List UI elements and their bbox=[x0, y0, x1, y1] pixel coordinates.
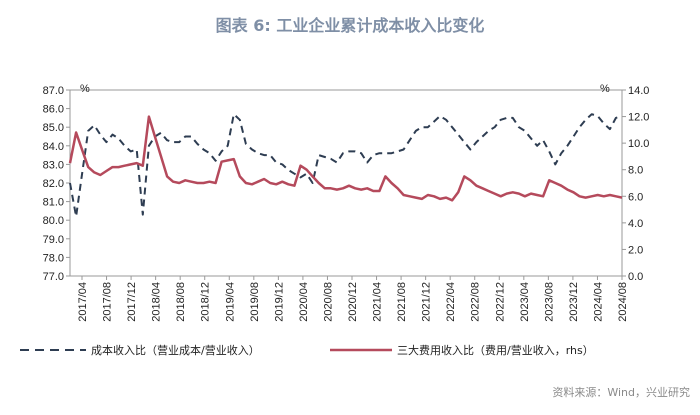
left-y-tick-label: 81.0 bbox=[43, 197, 64, 209]
right-y-tick-label: 12.0 bbox=[628, 112, 649, 124]
left-y-tick-label: 83.0 bbox=[43, 159, 64, 171]
x-tick-label: 2024/08 bbox=[617, 282, 629, 322]
left-y-tick-label: 85.0 bbox=[43, 122, 64, 134]
left-y-tick-label: 84.0 bbox=[43, 141, 64, 153]
right-y-tick-label: 6.0 bbox=[628, 191, 643, 203]
left-y-tick-label: 87.0 bbox=[43, 85, 64, 97]
x-tick-label: 2022/12 bbox=[494, 282, 506, 322]
right-y-tick-label: 0.0 bbox=[628, 271, 643, 283]
x-axis: 2017/04 2017/08 2017/12 2018/04 2018/08 2018/… bbox=[77, 276, 629, 322]
legend-label-expense-ratio: 三大费用收入比（费用/营业收入，rhs） bbox=[397, 343, 594, 357]
left-y-tick-label: 80.0 bbox=[43, 215, 64, 227]
series-layer bbox=[68, 113, 623, 218]
series-line-cost-ratio bbox=[69, 113, 623, 218]
x-tick-label: 2018/08 bbox=[175, 282, 187, 322]
left-axis-unit: % bbox=[80, 83, 90, 95]
x-tick-label: 2022/04 bbox=[445, 282, 457, 322]
x-tick-label: 2020/04 bbox=[298, 282, 310, 322]
left-y-tick-label: 82.0 bbox=[43, 178, 64, 190]
x-tick-label: 2021/08 bbox=[396, 282, 408, 322]
chart-title: 图表 6: 工业企业累计成本收入比变化 bbox=[215, 16, 485, 35]
x-tick-label: 2018/12 bbox=[200, 282, 212, 322]
right-y-tick-label: 4.0 bbox=[628, 218, 643, 230]
x-tick-label: 2021/04 bbox=[372, 282, 384, 322]
legend-label-cost-ratio: 成本收入比（营业成本/营业收入） bbox=[91, 343, 260, 357]
left-y-tick-label: 78.0 bbox=[43, 252, 64, 264]
x-tick-label: 2022/08 bbox=[470, 282, 482, 322]
source-note: 资料来源：Wind，兴业研究 bbox=[552, 386, 690, 399]
left-y-axis: 87.0 86.0 85.0 84.0 83.0 82.0 81.0 80.0 79.0 78.0… bbox=[43, 85, 70, 283]
left-y-tick-label: 77.0 bbox=[43, 271, 64, 283]
plot-frame bbox=[69, 89, 623, 277]
x-tick-label: 2021/12 bbox=[421, 282, 433, 322]
x-tick-label: 2018/04 bbox=[151, 282, 163, 322]
x-tick-label: 2023/12 bbox=[568, 282, 580, 322]
x-tick-label: 2023/04 bbox=[519, 282, 531, 322]
right-y-axis: 14.0 12.0 10.0 8.0 6.0 4.0 2.0 0.0 bbox=[622, 85, 649, 283]
right-y-tick-label: 8.0 bbox=[628, 165, 643, 177]
right-y-tick-label: 10.0 bbox=[628, 138, 649, 150]
right-y-tick-label: 14.0 bbox=[628, 85, 649, 97]
x-tick-label: 2019/04 bbox=[224, 282, 236, 322]
x-tick-label: 2024/04 bbox=[592, 282, 604, 322]
left-y-tick-label: 79.0 bbox=[43, 234, 64, 246]
x-tick-label: 2017/08 bbox=[102, 282, 114, 322]
x-tick-label: 2019/08 bbox=[249, 282, 261, 322]
x-tick-label: 2017/12 bbox=[126, 282, 138, 322]
x-tick-label: 2020/08 bbox=[322, 282, 334, 322]
right-axis-unit: % bbox=[600, 83, 610, 95]
x-tick-label: 2019/12 bbox=[273, 282, 285, 322]
x-tick-label: 2023/08 bbox=[543, 282, 555, 322]
series-line-expense-ratio bbox=[68, 115, 623, 202]
left-y-tick-label: 86.0 bbox=[43, 104, 64, 116]
right-y-tick-label: 2.0 bbox=[628, 244, 643, 256]
x-tick-label: 2017/04 bbox=[77, 282, 89, 322]
x-tick-label: 2020/12 bbox=[347, 282, 359, 322]
legend: 成本收入比（营业成本/营业收入） 三大费用收入比（费用/营业收入，rhs） bbox=[20, 343, 594, 357]
